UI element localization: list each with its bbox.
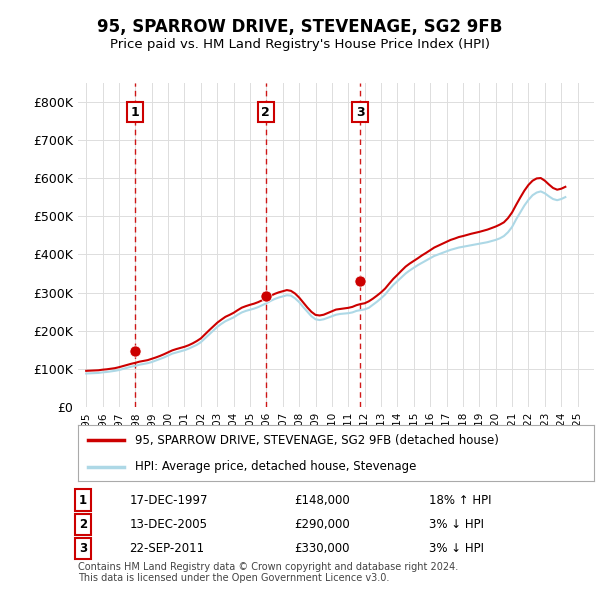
- Text: £330,000: £330,000: [295, 542, 350, 555]
- Text: £290,000: £290,000: [295, 518, 350, 531]
- Text: 3% ↓ HPI: 3% ↓ HPI: [429, 518, 484, 531]
- Text: 17-DEC-1997: 17-DEC-1997: [130, 493, 208, 507]
- Text: HPI: Average price, detached house, Stevenage: HPI: Average price, detached house, Stev…: [135, 460, 416, 473]
- Text: 3: 3: [356, 106, 364, 119]
- Text: 1: 1: [130, 106, 139, 119]
- Text: 95, SPARROW DRIVE, STEVENAGE, SG2 9FB: 95, SPARROW DRIVE, STEVENAGE, SG2 9FB: [97, 18, 503, 36]
- Text: 1: 1: [79, 493, 87, 507]
- Text: 22-SEP-2011: 22-SEP-2011: [130, 542, 205, 555]
- Text: 3: 3: [79, 542, 87, 555]
- Text: 13-DEC-2005: 13-DEC-2005: [130, 518, 208, 531]
- Text: Contains HM Land Registry data © Crown copyright and database right 2024.
This d: Contains HM Land Registry data © Crown c…: [78, 562, 458, 584]
- Text: £148,000: £148,000: [295, 493, 350, 507]
- Text: 3% ↓ HPI: 3% ↓ HPI: [429, 542, 484, 555]
- Text: 2: 2: [262, 106, 270, 119]
- Text: 18% ↑ HPI: 18% ↑ HPI: [429, 493, 491, 507]
- Text: Price paid vs. HM Land Registry's House Price Index (HPI): Price paid vs. HM Land Registry's House …: [110, 38, 490, 51]
- Text: 2: 2: [79, 518, 87, 531]
- Text: 95, SPARROW DRIVE, STEVENAGE, SG2 9FB (detached house): 95, SPARROW DRIVE, STEVENAGE, SG2 9FB (d…: [135, 434, 499, 447]
